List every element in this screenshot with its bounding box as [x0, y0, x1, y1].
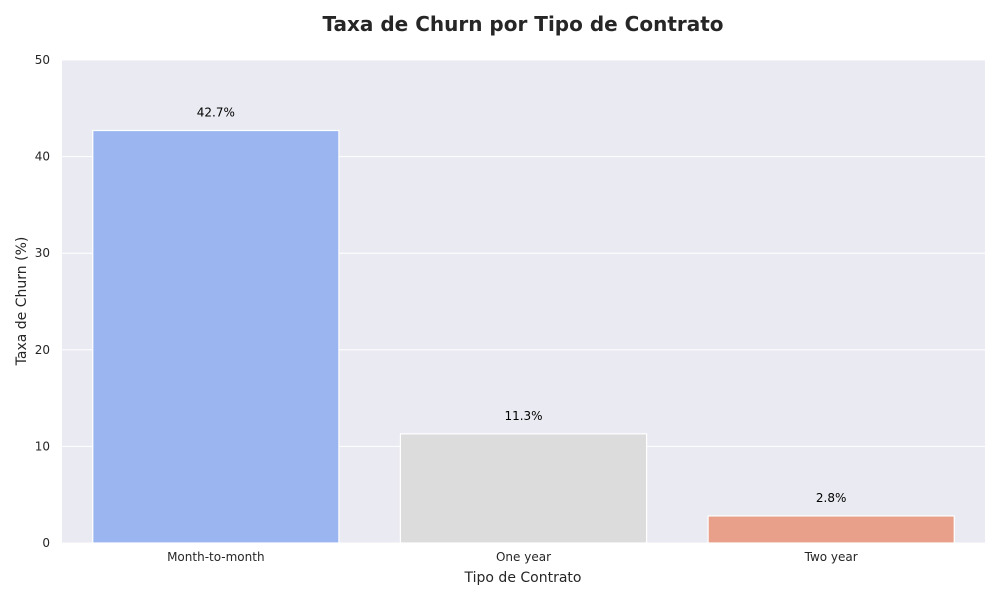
- y-tick-label: 20: [35, 343, 50, 357]
- y-axis-ticks: 0 10 20 30 40 50: [35, 53, 50, 550]
- bar: [707, 515, 955, 544]
- bar-value-label: 11.3%: [504, 409, 542, 423]
- bar-value-label: 2.8%: [816, 491, 847, 505]
- x-tick-label: Two year: [804, 550, 858, 564]
- y-tick-label: 50: [35, 53, 50, 67]
- x-tick-label: Month-to-month: [167, 550, 265, 564]
- bar-value-label: 42.7%: [197, 106, 235, 120]
- y-tick-label: 0: [42, 536, 50, 550]
- bar: [92, 129, 340, 544]
- chart-title: Taxa de Churn por Tipo de Contrato: [322, 12, 723, 36]
- x-axis-label: Tipo de Contrato: [464, 570, 582, 586]
- x-axis-ticks: Month-to-month One year Two year: [167, 550, 858, 564]
- y-tick-label: 10: [35, 439, 50, 453]
- x-tick-label: One year: [496, 550, 551, 564]
- data-labels: 42.7% 11.3% 2.8%: [197, 106, 847, 505]
- bar: [399, 433, 648, 544]
- bars: [92, 129, 955, 544]
- y-tick-label: 40: [35, 150, 50, 164]
- y-axis-label: Taxa de Churn (%): [14, 237, 30, 367]
- y-tick-label: 30: [35, 246, 50, 260]
